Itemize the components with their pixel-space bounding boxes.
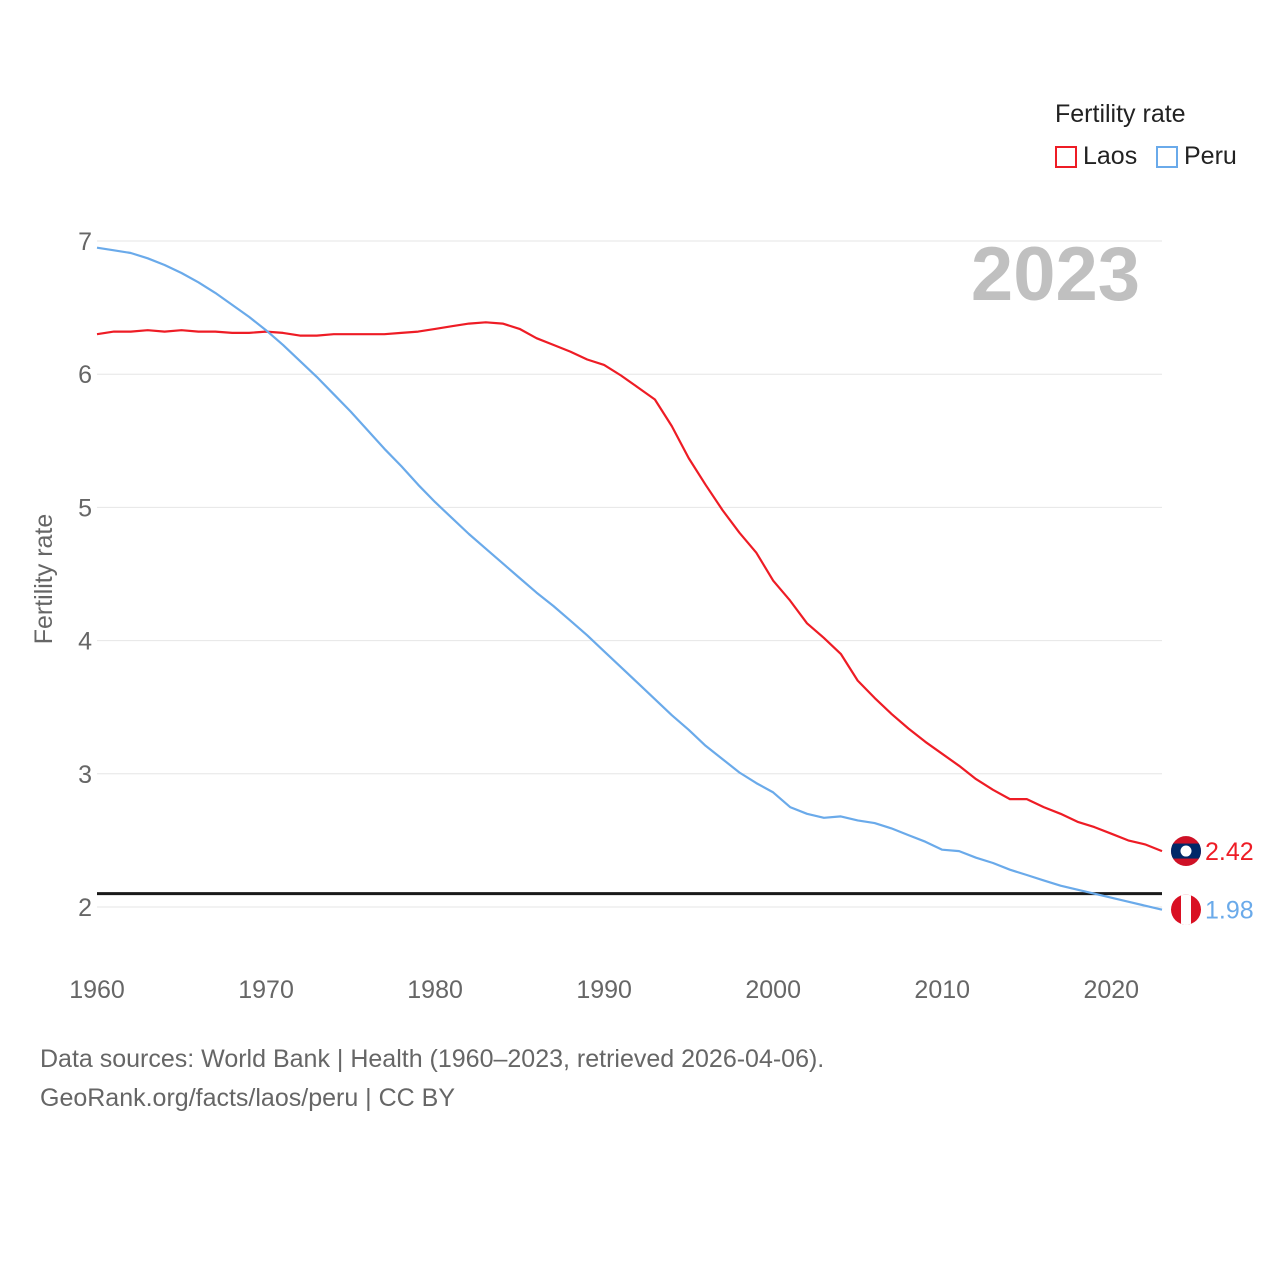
y-tick-label-3: 3 <box>78 761 92 789</box>
peru-flag-body <box>1171 894 1201 925</box>
x-tick-label-1970: 1970 <box>238 976 294 1004</box>
y-tick-label-4: 4 <box>78 628 92 656</box>
y-tick-label-6: 6 <box>78 361 92 389</box>
x-tick-label-1960: 1960 <box>69 976 125 1004</box>
legend-label-peru: Peru <box>1184 142 1237 170</box>
year-label: 2023 <box>971 232 1140 317</box>
x-tick-label-2010: 2010 <box>914 976 970 1004</box>
laos-flag-disc <box>1180 845 1192 857</box>
legend-label-laos: Laos <box>1083 142 1138 170</box>
series-line-peru <box>96 246 1163 911</box>
y-tick-label-5: 5 <box>78 494 92 522</box>
peru-flag-white <box>1181 894 1191 925</box>
x-tick-label-2020: 2020 <box>1083 976 1139 1004</box>
legend-swatch-peru <box>1156 145 1178 168</box>
y-tick-label-2: 2 <box>78 894 92 922</box>
x-tick-label-2000: 2000 <box>745 976 801 1004</box>
legend-swatch-laos <box>1055 145 1077 168</box>
legend-item-peru[interactable]: Peru <box>1156 142 1237 171</box>
y-axis-label: Fertility rate <box>30 514 58 645</box>
end-label-laos: 2.42 <box>1205 838 1254 866</box>
series-line-laos <box>96 321 1163 853</box>
y-tick-label-7: 7 <box>78 228 92 256</box>
legend-item-laos[interactable]: Laos <box>1055 142 1137 171</box>
x-tick-label-1980: 1980 <box>407 976 463 1004</box>
peru-flag-icon <box>1171 894 1201 925</box>
footer-sources: Data sources: World Bank | Health (1960–… <box>40 1045 825 1073</box>
laos-flag-icon <box>1171 836 1201 867</box>
end-label-peru: 1.98 <box>1205 897 1254 925</box>
x-tick-label-1990: 1990 <box>576 976 632 1004</box>
footer-attribution: GeoRank.org/facts/laos/peru | CC BY <box>40 1084 456 1112</box>
laos-flag-body <box>1171 836 1201 867</box>
legend-title: Fertility rate <box>1055 100 1186 128</box>
